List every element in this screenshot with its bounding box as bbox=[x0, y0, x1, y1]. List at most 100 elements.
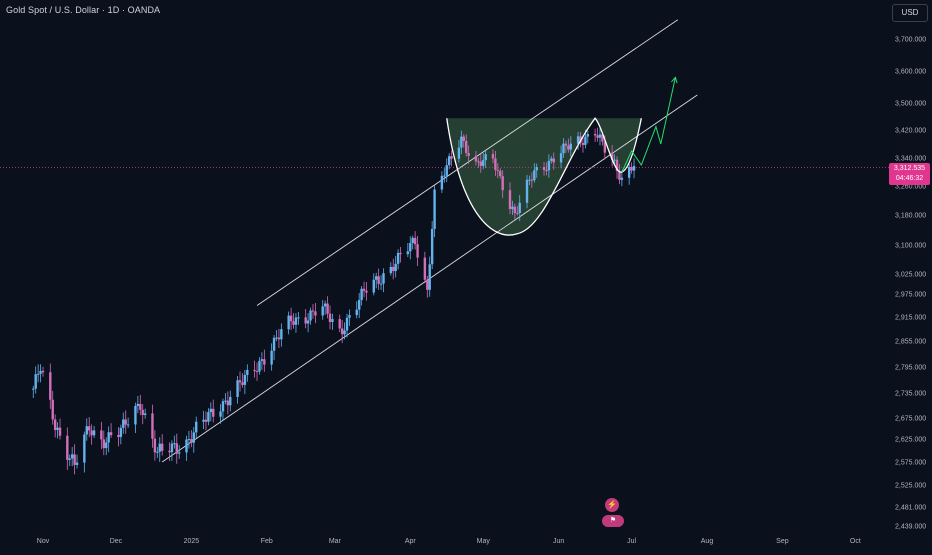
candle-body bbox=[382, 273, 385, 284]
y-tick-label: 2,525.000 bbox=[895, 483, 926, 490]
y-tick-label: 3,700.000 bbox=[895, 37, 926, 44]
candle-body bbox=[107, 432, 110, 443]
candle-body bbox=[280, 329, 283, 340]
y-tick-label: 3,420.000 bbox=[895, 128, 926, 135]
candle-body bbox=[499, 170, 502, 177]
candle-body bbox=[260, 359, 264, 361]
candle-body bbox=[355, 309, 358, 316]
x-tick-label: Oct bbox=[850, 538, 861, 545]
us-flag-icon[interactable]: ⚑ bbox=[602, 515, 624, 527]
x-tick-label: Jun bbox=[553, 538, 564, 545]
candle-body bbox=[630, 166, 633, 171]
candle-body bbox=[610, 152, 614, 160]
x-tick-label: Sep bbox=[776, 538, 789, 545]
candle-body bbox=[195, 421, 198, 433]
candle-body bbox=[586, 133, 590, 137]
y-tick-label: 2,795.000 bbox=[895, 365, 926, 372]
candle-body bbox=[236, 380, 239, 397]
candle-body bbox=[430, 228, 434, 265]
candle-body bbox=[545, 170, 548, 172]
current-price-value: 3,312.535 bbox=[893, 165, 926, 172]
candle-body bbox=[229, 396, 232, 406]
candle-body bbox=[212, 408, 215, 417]
candle-body bbox=[36, 373, 40, 375]
candle-body bbox=[158, 443, 161, 452]
candle-body bbox=[34, 374, 37, 389]
candle-body bbox=[173, 443, 176, 445]
candle-body bbox=[88, 426, 91, 431]
candle-body bbox=[482, 160, 485, 166]
candle-body bbox=[603, 141, 607, 153]
candle-body bbox=[562, 143, 565, 154]
economic-events[interactable]: ⚡ ⚑ bbox=[602, 498, 624, 527]
candle-body bbox=[187, 439, 191, 441]
candle-body bbox=[389, 266, 393, 274]
chart-title: Gold Spot / U.S. Dollar · 1D · OANDA bbox=[6, 5, 161, 15]
candle-body bbox=[143, 413, 147, 415]
candle-body bbox=[151, 413, 154, 439]
candle-body bbox=[547, 160, 551, 171]
candle-body bbox=[309, 310, 312, 321]
candle-body bbox=[304, 317, 307, 324]
candle-body bbox=[204, 419, 208, 422]
candle-body bbox=[58, 427, 62, 436]
candle-body bbox=[102, 439, 106, 449]
candle-body bbox=[552, 158, 555, 163]
candle-body bbox=[584, 136, 587, 145]
candle-body bbox=[542, 167, 546, 171]
candle-body bbox=[535, 167, 538, 171]
candle-body bbox=[134, 405, 137, 425]
candle-body bbox=[270, 350, 273, 365]
candle-body bbox=[496, 169, 500, 171]
candle-body bbox=[411, 237, 414, 243]
currency-button[interactable]: USD bbox=[892, 4, 928, 22]
candle-body bbox=[550, 158, 553, 161]
candle-body bbox=[83, 434, 86, 463]
candle-body bbox=[569, 143, 572, 150]
lightning-icon[interactable]: ⚡ bbox=[605, 498, 619, 512]
projection-path bbox=[621, 77, 676, 173]
candle-body bbox=[326, 303, 329, 314]
candle-body bbox=[627, 166, 631, 178]
candle-body bbox=[508, 190, 512, 210]
candle-body bbox=[119, 427, 123, 437]
candle-body bbox=[348, 315, 351, 318]
y-tick-label: 2,975.000 bbox=[895, 292, 926, 299]
candle-body bbox=[440, 175, 444, 190]
candle-body bbox=[345, 317, 349, 331]
candle-body bbox=[66, 435, 69, 460]
candle-body bbox=[601, 134, 604, 142]
y-tick-label: 2,915.000 bbox=[895, 315, 926, 322]
candle-body bbox=[445, 165, 448, 176]
candle-body bbox=[362, 288, 366, 291]
candle-body bbox=[479, 161, 483, 166]
candle-body bbox=[533, 170, 536, 181]
candle-body bbox=[423, 257, 427, 280]
x-tick-label: Nov bbox=[37, 538, 50, 545]
candle-body bbox=[105, 442, 108, 449]
candle-body bbox=[615, 159, 619, 172]
candle-body bbox=[294, 317, 298, 325]
candle-body bbox=[100, 430, 103, 440]
candle-body bbox=[68, 458, 71, 460]
candle-body bbox=[314, 311, 317, 316]
candle-body bbox=[170, 443, 174, 453]
candle-body bbox=[511, 206, 514, 210]
candle-body bbox=[224, 400, 227, 402]
candle-body bbox=[518, 202, 521, 214]
x-tick-label: Apr bbox=[405, 538, 417, 545]
y-tick-label: 3,500.000 bbox=[895, 101, 926, 108]
x-tick-label: Dec bbox=[110, 538, 123, 545]
candle-body bbox=[618, 171, 621, 180]
y-tick-label: 3,180.000 bbox=[895, 213, 926, 220]
candle-body bbox=[581, 142, 585, 145]
projection-arrowhead bbox=[671, 76, 678, 84]
candle-body bbox=[491, 154, 495, 159]
candle-body bbox=[484, 154, 487, 161]
candle-body bbox=[141, 409, 144, 415]
candle-body bbox=[379, 283, 383, 285]
candle-body bbox=[39, 370, 42, 374]
candle-body bbox=[525, 179, 529, 203]
